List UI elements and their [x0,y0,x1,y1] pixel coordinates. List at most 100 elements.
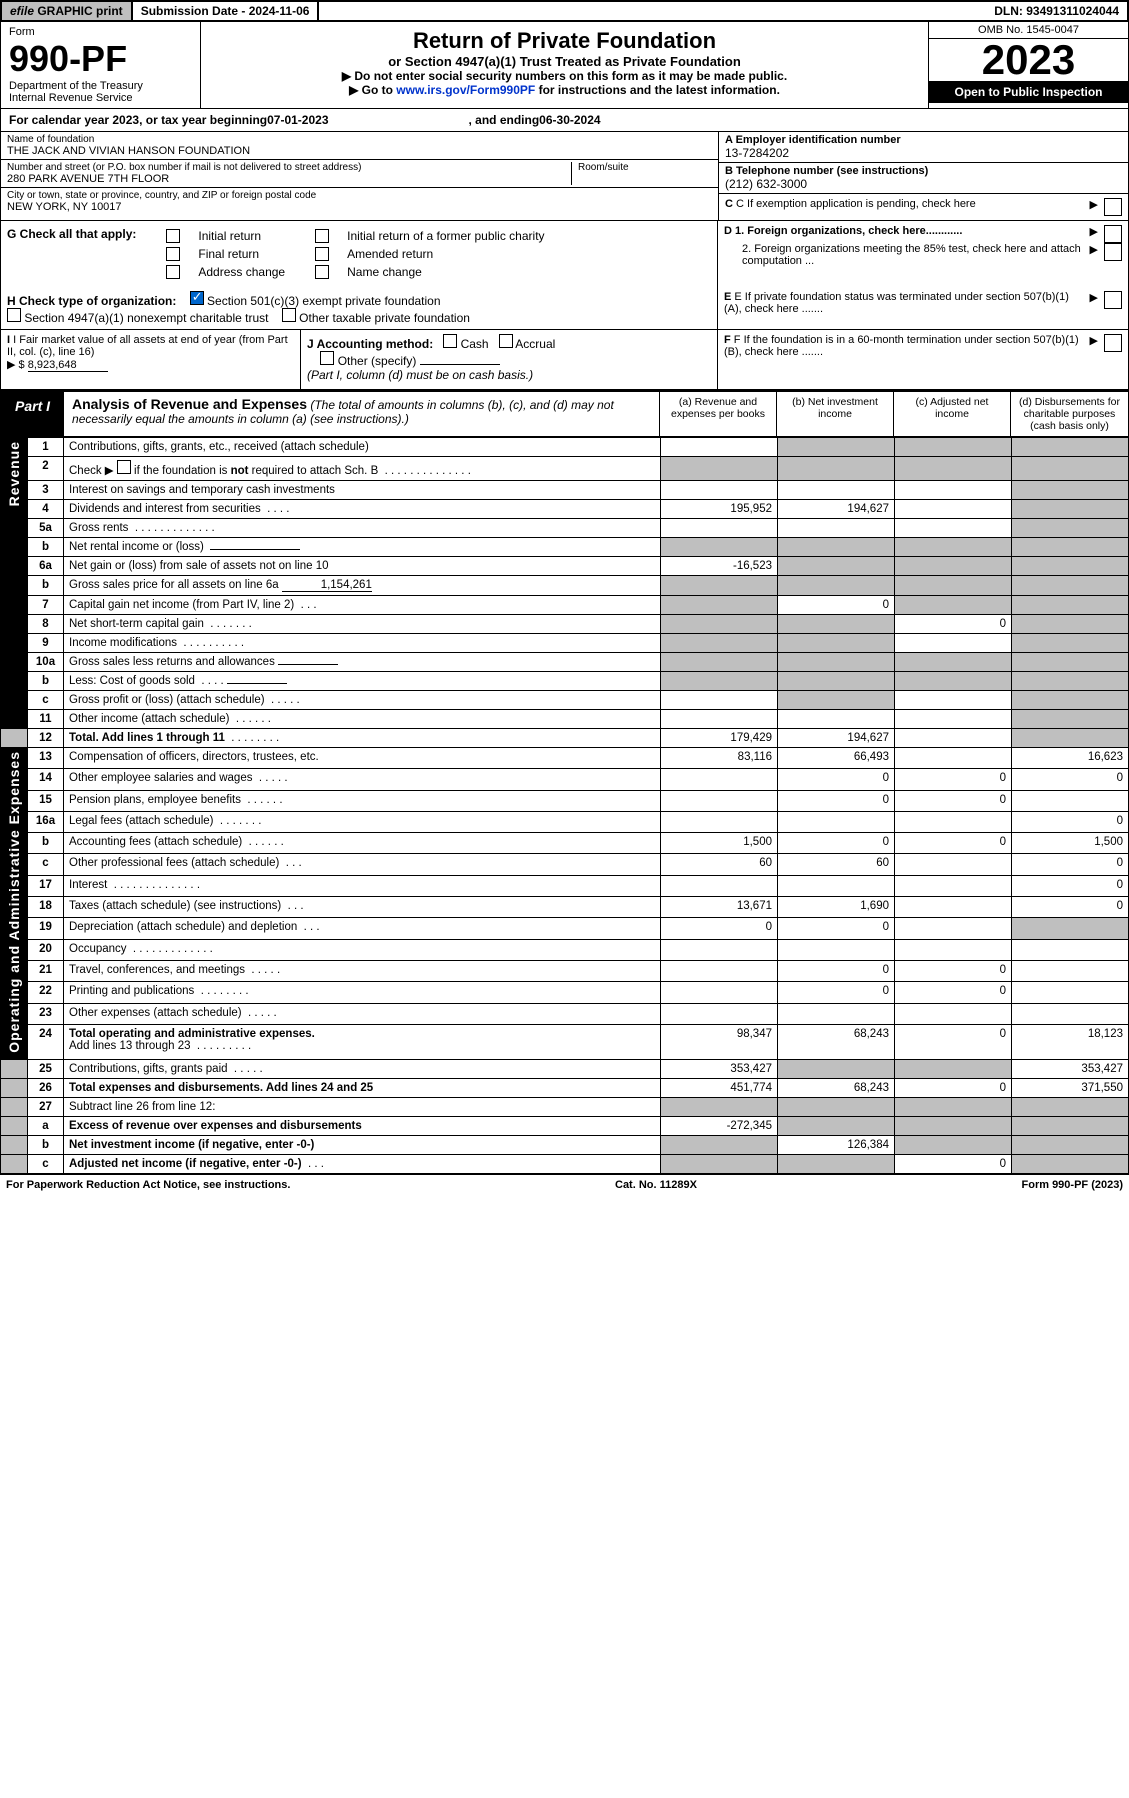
footer-right: Form 990-PF (2023) [1022,1179,1124,1191]
checkbox-icon[interactable] [117,460,131,474]
table-row: 11Other income (attach schedule) . . . .… [1,710,1129,729]
h-section: H Check type of organization: Section 50… [1,287,718,329]
table-row: 8Net short-term capital gain . . . . . .… [1,615,1129,634]
sub-title: or Section 4947(a)(1) Trust Treated as P… [207,54,922,69]
table-row: cOther professional fees (attach schedul… [1,854,1129,875]
submission-date: Submission Date - 2024-11-06 [133,2,320,20]
table-row: bAccounting fees (attach schedule) . . .… [1,833,1129,854]
c-exemption-row: C C If exemption application is pending,… [719,194,1128,220]
checkbox-icon[interactable] [166,229,180,243]
footer-mid: Cat. No. 11289X [615,1179,697,1191]
tax-year: 2023 [929,39,1128,81]
checkbox-icon[interactable] [166,247,180,261]
table-row: 21Travel, conferences, and meetings . . … [1,960,1129,981]
checkbox-icon[interactable] [315,265,329,279]
d-section: D 1. Foreign organizations, check here..… [718,221,1128,287]
instruct-1: ▶ Do not enter social security numbers o… [207,69,922,83]
table-row: bLess: Cost of goods sold . . . . [1,672,1129,691]
g-d-row: G Check all that apply: Initial return F… [0,221,1129,287]
checkbox-icon[interactable] [1104,198,1122,216]
part-1-label: Part I [1,392,64,436]
table-row: 12Total. Add lines 1 through 11 . . . . … [1,729,1129,748]
header-left: Form 990-PF Department of the Treasury I… [1,22,201,108]
table-row: 6aNet gain or (loss) from sale of assets… [1,557,1129,576]
operating-expenses-vertical-label: Operating and Administrative Expenses [1,748,28,1060]
col-c-header: (c) Adjusted net income [894,392,1011,436]
table-row: cGross profit or (loss) (attach schedule… [1,691,1129,710]
table-row: 17Interest . . . . . . . . . . . . . .0 [1,875,1129,896]
checkbox-icon[interactable] [315,229,329,243]
g-section: G Check all that apply: Initial return F… [1,221,718,287]
telephone-cell: B Telephone number (see instructions) (2… [719,163,1128,194]
table-row: 7Capital gain net income (from Part IV, … [1,596,1129,615]
dln: DLN: 93491311024044 [986,2,1127,20]
table-row: 10aGross sales less returns and allowanc… [1,653,1129,672]
foundation-name-cell: Name of foundation THE JACK AND VIVIAN H… [1,132,718,160]
ein-cell: A Employer identification number 13-7284… [719,132,1128,163]
checkbox-icon[interactable] [499,334,513,348]
table-row: 22Printing and publications . . . . . . … [1,982,1129,1003]
checkbox-icon[interactable] [1104,334,1122,352]
col-d-header: (d) Disbursements for charitable purpose… [1011,392,1128,436]
footer-left: For Paperwork Reduction Act Notice, see … [6,1179,290,1191]
e-section: E E If private foundation status was ter… [718,287,1128,329]
checkbox-icon[interactable] [443,334,457,348]
form-header: Form 990-PF Department of the Treasury I… [0,22,1129,109]
table-row: 26Total expenses and disbursements. Add … [1,1078,1129,1097]
part-1-table: Revenue 1Contributions, gifts, grants, e… [0,437,1129,1174]
table-row: 9Income modifications . . . . . . . . . … [1,634,1129,653]
header-right: OMB No. 1545-0047 2023 Open to Public In… [928,22,1128,108]
table-row: 2Check ▶ if the foundation is not requir… [1,457,1129,481]
table-row: bNet rental income or (loss) [1,538,1129,557]
form-word: Form [9,26,192,38]
table-row: 27Subtract line 26 from line 12: [1,1097,1129,1116]
f-section: F F If the foundation is in a 60-month t… [718,330,1128,389]
checkbox-icon[interactable] [315,247,329,261]
table-row: bGross sales price for all assets on lin… [1,576,1129,596]
i-section: I I Fair market value of all assets at e… [1,330,301,389]
table-row: 24Total operating and administrative exp… [1,1024,1129,1059]
checkbox-icon[interactable] [1104,225,1122,243]
info-right: A Employer identification number 13-7284… [718,132,1128,220]
checkbox-icon[interactable] [320,351,334,365]
efile-print-button[interactable]: efile GRAPHIC print [2,2,133,20]
table-row: cAdjusted net income (if negative, enter… [1,1154,1129,1173]
form-number: 990-PF [9,38,192,80]
table-row: 4Dividends and interest from securities … [1,500,1129,519]
part-1-title: Analysis of Revenue and Expenses (The to… [64,392,660,436]
j-section: J Accounting method: Cash Accrual Other … [301,330,718,389]
table-row: 15Pension plans, employee benefits . . .… [1,790,1129,811]
info-block: Name of foundation THE JACK AND VIVIAN H… [0,132,1129,221]
revenue-vertical-label: Revenue [1,438,28,729]
header-center: Return of Private Foundation or Section … [201,22,928,108]
table-row: Revenue 1Contributions, gifts, grants, e… [1,438,1129,457]
table-row: 19Depreciation (attach schedule) and dep… [1,918,1129,939]
efile-italic: efile [10,4,34,18]
top-bar: efile GRAPHIC print Submission Date - 20… [0,0,1129,22]
form990pf-link[interactable]: www.irs.gov/Form990PF [396,83,535,97]
checkbox-checked-icon[interactable] [190,291,204,305]
open-inspection: Open to Public Inspection [929,81,1128,103]
table-row: 14Other employee salaries and wages . . … [1,769,1129,790]
table-row: 5aGross rents . . . . . . . . . . . . . [1,519,1129,538]
part-1-header: Part I Analysis of Revenue and Expenses … [0,390,1129,437]
table-row: aExcess of revenue over expenses and dis… [1,1116,1129,1135]
table-row: 18Taxes (attach schedule) (see instructi… [1,897,1129,918]
calendar-year-row: For calendar year 2023, or tax year begi… [0,109,1129,132]
table-row: 23Other expenses (attach schedule) . . .… [1,1003,1129,1024]
checkbox-icon[interactable] [1104,291,1122,309]
table-row: Operating and Administrative Expenses 13… [1,748,1129,769]
irs-text: Internal Revenue Service [9,92,192,104]
page-footer: For Paperwork Reduction Act Notice, see … [0,1174,1129,1195]
address-cell: Number and street (or P.O. box number if… [1,160,718,188]
main-title: Return of Private Foundation [207,28,922,54]
i-j-f-row: I I Fair market value of all assets at e… [0,330,1129,390]
col-b-header: (b) Net investment income [777,392,894,436]
city-cell: City or town, state or province, country… [1,188,718,215]
checkbox-icon[interactable] [1104,243,1122,261]
checkbox-icon[interactable] [7,308,21,322]
table-row: 16aLegal fees (attach schedule) . . . . … [1,811,1129,832]
checkbox-icon[interactable] [282,308,296,322]
col-a-header: (a) Revenue and expenses per books [660,392,777,436]
checkbox-icon[interactable] [166,265,180,279]
